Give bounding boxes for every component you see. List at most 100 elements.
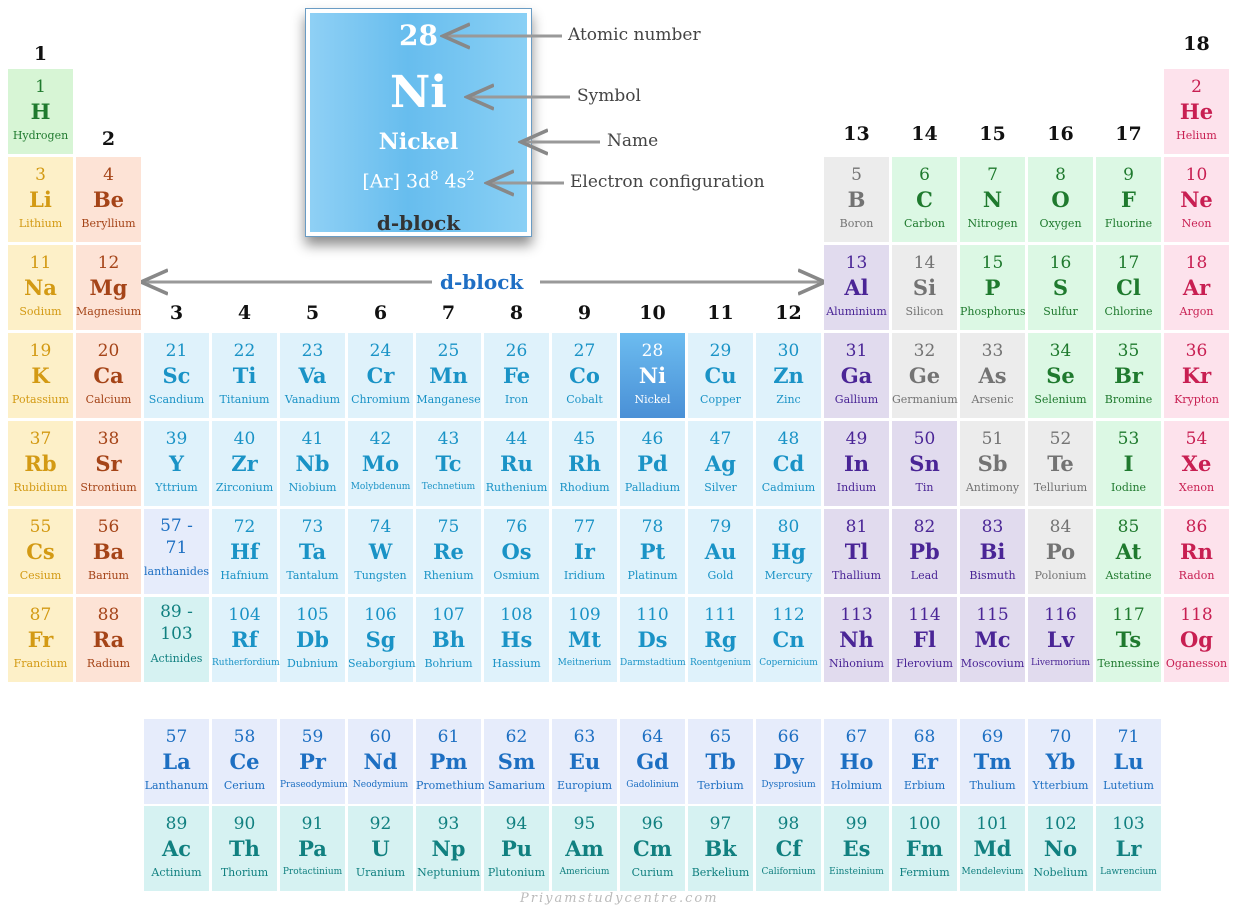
element-cell: 19 K Potassium (8, 333, 73, 418)
element-name: Chromium (351, 393, 410, 406)
element-number: 5 (851, 165, 862, 185)
element-name: Neon (1181, 217, 1212, 230)
element-name: Cadmium (761, 481, 816, 494)
group-label: 17 (1115, 123, 1142, 145)
element-name: Lawrencium (1100, 867, 1157, 877)
element-name: Sulfur (1043, 305, 1078, 318)
element-number: 68 (913, 727, 936, 747)
element-cell: 48 Cd Cadmium (756, 421, 821, 506)
element-name: Europium (556, 779, 613, 792)
element-number: 63 (573, 727, 596, 747)
element-name: lanthanides (144, 565, 210, 578)
element-symbol: B (847, 187, 866, 212)
element-symbol: Va (298, 363, 327, 388)
element-number: 89 - 103 (160, 602, 193, 644)
element-number: 14 (913, 253, 936, 273)
element-cell: 35 Br Bromine (1096, 333, 1161, 418)
element-name: Tin (915, 481, 934, 494)
element-number: 2 (1191, 77, 1202, 97)
element-cell: 12 Mg Magnesium (76, 245, 141, 330)
element-symbol: He (1179, 99, 1214, 124)
element-cell: 64 Gd Gadolinium (620, 719, 685, 804)
element-name: Oganesson (1165, 657, 1228, 670)
element-name: Nickel (634, 393, 671, 406)
element-name: Fermium (899, 866, 950, 879)
element-cell: 73 Ta Tantalum (280, 509, 345, 594)
element-cell: 40 Zr Zirconium (212, 421, 277, 506)
element-symbol: H (30, 99, 51, 124)
element-cell: 94 Pu Plutonium (484, 806, 549, 891)
element-name: Gold (707, 569, 734, 582)
element-name: Titanium (219, 393, 270, 406)
element-symbol: No (1043, 836, 1078, 861)
element-number: 118 (1180, 605, 1213, 625)
element-number: 97 (709, 814, 732, 834)
element-name: Calcium (85, 393, 132, 406)
element-cell: 33 As Arsenic (960, 333, 1025, 418)
group-label: 9 (577, 302, 592, 324)
element-number: 3 (35, 165, 46, 185)
element-symbol: Mo (361, 451, 400, 476)
element-symbol: Ts (1115, 627, 1142, 652)
element-symbol: S (1052, 275, 1069, 300)
element-cell: 108 Hs Hassium (484, 597, 549, 682)
element-cell: 28 Ni Nickel (620, 333, 685, 418)
element-number: 48 (777, 429, 800, 449)
element-symbol: Bk (704, 836, 737, 861)
element-symbol: Y (169, 451, 184, 476)
element-symbol: Mn (429, 363, 468, 388)
element-number: 9 (1123, 165, 1134, 185)
element-cell: 102 No Nobelium (1028, 806, 1093, 891)
element-cell: 51 Sb Antimony (960, 421, 1025, 506)
element-symbol: Te (1047, 451, 1074, 476)
element-symbol: Rh (568, 451, 601, 476)
element-number: 57 - 71 (160, 516, 193, 558)
element-name: Strontium (80, 481, 137, 494)
element-number: 99 (845, 814, 868, 834)
element-name: Indium (836, 481, 877, 494)
element-number: 28 (641, 341, 664, 361)
legend-symbol: Ni (390, 67, 447, 118)
element-cell: 47 Ag Silver (688, 421, 753, 506)
element-name: Astatine (1105, 569, 1152, 582)
group-label: 4 (237, 302, 252, 324)
element-symbol: Al (844, 275, 869, 300)
element-name: Nitrogen (967, 217, 1018, 230)
element-number: 18 (1185, 253, 1208, 273)
element-cell: 75 Re Rhenium (416, 509, 481, 594)
element-cell: 70 Yb Ytterbium (1028, 719, 1093, 804)
element-symbol: Gd (636, 749, 669, 774)
element-name: Yttrium (155, 481, 198, 494)
element-cell: 31 Ga Gallium (824, 333, 889, 418)
element-number: 10 (1185, 165, 1208, 185)
element-cell: 2 He Helium (1164, 69, 1229, 154)
element-number: 82 (913, 517, 936, 537)
element-number: 72 (233, 517, 256, 537)
element-number: 1 (35, 77, 46, 97)
element-symbol: Pu (500, 836, 533, 861)
element-name: Rhenium (423, 569, 474, 582)
element-cell: 65 Tb Terbium (688, 719, 753, 804)
element-cell: 62 Sm Samarium (484, 719, 549, 804)
element-name: Meitnerium (557, 658, 612, 668)
element-name: Helium (1176, 129, 1217, 142)
element-number: 76 (505, 517, 528, 537)
element-cell: 56 Ba Barium (76, 509, 141, 594)
element-name: Platinum (627, 569, 678, 582)
element-number: 74 (369, 517, 392, 537)
element-cell: 99 Es Einsteinium (824, 806, 889, 891)
element-cell: 17 Cl Chlorine (1096, 245, 1161, 330)
element-number: 111 (704, 605, 737, 625)
element-cell: 105 Db Dubnium (280, 597, 345, 682)
element-symbol: I (1123, 451, 1134, 476)
element-number: 64 (641, 727, 664, 747)
element-symbol: Ru (500, 451, 533, 476)
legend-config: [Ar] 3d8 4s2 (310, 169, 527, 192)
element-cell: 22 Ti Titanium (212, 333, 277, 418)
legend-name: Nickel (378, 129, 459, 155)
element-name: Scandium (148, 393, 205, 406)
element-cell: 61 Pm Promethium (416, 719, 485, 804)
element-name: Beryllium (81, 217, 136, 230)
element-symbol: Hg (771, 539, 806, 564)
element-symbol: Po (1045, 539, 1076, 564)
